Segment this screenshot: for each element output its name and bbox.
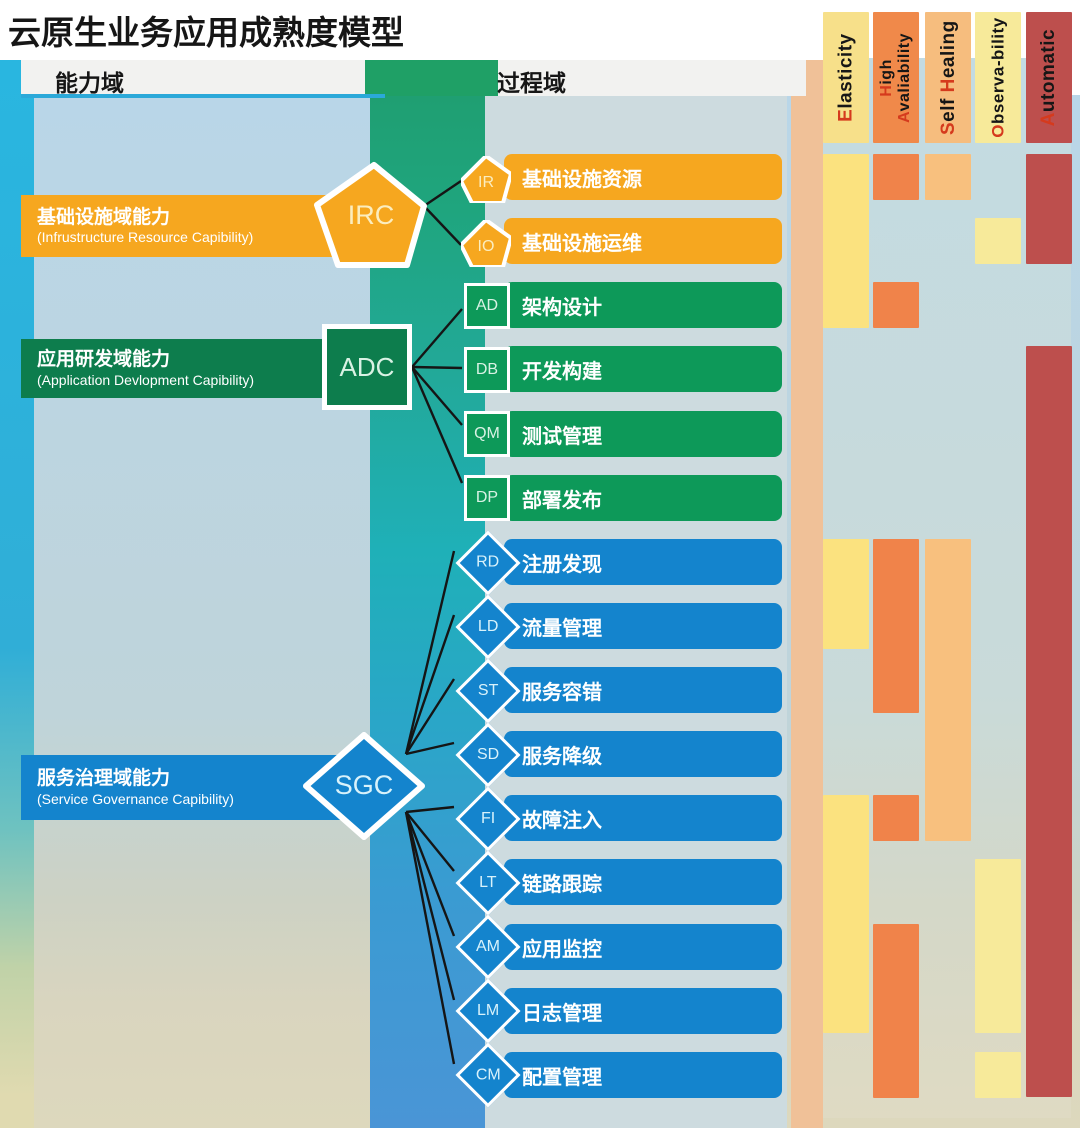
svg-text:IO: IO bbox=[478, 238, 495, 255]
svg-text:SGC: SGC bbox=[335, 770, 394, 800]
svg-text:IR: IR bbox=[478, 174, 494, 191]
svg-text:IRC: IRC bbox=[348, 200, 395, 230]
